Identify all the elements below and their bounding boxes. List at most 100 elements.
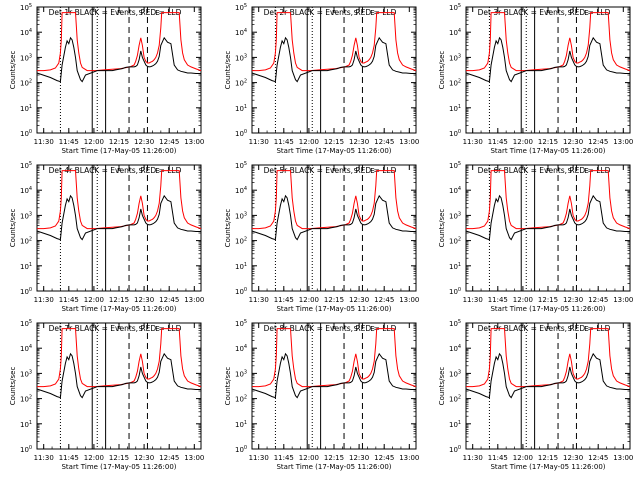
x-tick-label: 12:45 bbox=[374, 296, 394, 304]
y-tick-base: 10 bbox=[235, 370, 244, 378]
lld-series-line bbox=[252, 12, 417, 72]
y-tick-label: 105 bbox=[449, 161, 461, 170]
x-tick-label: 11:30 bbox=[463, 296, 483, 304]
y-tick-exponent: 5 bbox=[29, 161, 32, 167]
y-tick-label: 100 bbox=[449, 129, 461, 138]
y-tick-label: 104 bbox=[235, 344, 247, 353]
y-tick-exponent: 5 bbox=[244, 161, 247, 167]
y-tick-label: 101 bbox=[235, 420, 247, 429]
y-tick-label: 103 bbox=[449, 369, 461, 378]
y-tick-label: 100 bbox=[235, 445, 247, 454]
y-tick-base: 10 bbox=[449, 54, 458, 62]
events-series-line bbox=[465, 194, 630, 241]
x-axis-label: Start Time (17-May-05 11:26:00) bbox=[61, 463, 176, 471]
x-tick-label: 13:00 bbox=[184, 138, 204, 146]
events-series-line bbox=[465, 36, 630, 83]
x-tick-label: 12:45 bbox=[159, 296, 179, 304]
x-tick-label: 12:30 bbox=[134, 296, 154, 304]
annotation-letter: F bbox=[332, 9, 336, 17]
x-tick-label: 12:00 bbox=[299, 454, 319, 462]
y-tick-label: 101 bbox=[20, 104, 32, 113]
y-tick-exponent: 2 bbox=[458, 395, 461, 401]
x-tick-label: 12:00 bbox=[299, 138, 319, 146]
y-tick-exponent: 3 bbox=[29, 211, 32, 217]
y-tick-base: 10 bbox=[449, 80, 458, 88]
y-tick-label: 102 bbox=[20, 79, 32, 88]
y-axis-label: Counts/sec bbox=[9, 51, 17, 90]
y-tick-exponent: 5 bbox=[29, 3, 32, 9]
x-tick-label: 11:30 bbox=[463, 454, 483, 462]
x-tick-label: 12:15 bbox=[109, 296, 129, 304]
annotation-letter: S bbox=[568, 167, 573, 175]
x-tick-label: 11:45 bbox=[274, 296, 294, 304]
y-tick-label: 100 bbox=[20, 445, 32, 454]
x-axis-label: Start Time (17-May-05 11:26:00) bbox=[276, 147, 391, 155]
y-tick-base: 10 bbox=[449, 162, 458, 170]
annotation-letter: E bbox=[155, 325, 159, 333]
x-tick-label: 12:00 bbox=[513, 454, 533, 462]
y-tick-base: 10 bbox=[449, 4, 458, 12]
y-axis-label: Counts/sec bbox=[438, 367, 446, 406]
x-tick-label: 12:15 bbox=[538, 454, 558, 462]
y-tick-label: 103 bbox=[235, 369, 247, 378]
x-tick-label: 12:45 bbox=[588, 454, 608, 462]
events-series-line bbox=[465, 352, 630, 399]
y-tick-exponent: 2 bbox=[458, 79, 461, 85]
y-tick-base: 10 bbox=[449, 320, 458, 328]
x-tick-label: 11:30 bbox=[249, 296, 269, 304]
y-tick-label: 100 bbox=[449, 287, 461, 296]
y-tick-base: 10 bbox=[235, 396, 244, 404]
annotation-letter: E bbox=[370, 325, 374, 333]
y-tick-exponent: 1 bbox=[29, 262, 32, 268]
panel-title: Det 9r BLACK = Events, RED = LLD bbox=[478, 324, 611, 333]
annotation-letter: F bbox=[546, 167, 550, 175]
y-tick-label: 105 bbox=[20, 3, 32, 12]
y-tick-base: 10 bbox=[235, 54, 244, 62]
y-tick-exponent: 4 bbox=[458, 186, 461, 192]
y-tick-label: 100 bbox=[235, 129, 247, 138]
y-tick-label: 104 bbox=[20, 186, 32, 195]
annotation-letter: S bbox=[139, 325, 144, 333]
y-tick-exponent: 4 bbox=[29, 28, 32, 34]
x-tick-label: 12:00 bbox=[513, 138, 533, 146]
annotation-letter: F bbox=[117, 325, 121, 333]
y-tick-base: 10 bbox=[20, 29, 29, 37]
y-tick-label: 103 bbox=[235, 211, 247, 220]
annotation-letter: E bbox=[155, 167, 159, 175]
y-tick-label: 102 bbox=[449, 79, 461, 88]
y-tick-label: 103 bbox=[20, 53, 32, 62]
x-tick-label: 12:45 bbox=[374, 454, 394, 462]
y-tick-label: 105 bbox=[235, 319, 247, 328]
y-tick-exponent: 2 bbox=[244, 79, 247, 85]
x-tick-label: 11:45 bbox=[488, 296, 508, 304]
y-tick-label: 102 bbox=[235, 395, 247, 404]
annotation-letter: F bbox=[546, 9, 550, 17]
y-tick-label: 104 bbox=[449, 186, 461, 195]
lld-series-line bbox=[466, 12, 631, 72]
events-series-line bbox=[251, 194, 416, 241]
x-axis: 11:30 11:45 12:00 12:15 12:30 12:45 13:00 bbox=[463, 323, 633, 462]
x-axis-label: Start Time (17-May-05 11:26:00) bbox=[276, 463, 391, 471]
y-tick-label: 103 bbox=[20, 369, 32, 378]
y-tick-exponent: 5 bbox=[458, 319, 461, 325]
x-axis: 11:30 11:45 12:00 12:15 12:30 12:45 13:00 bbox=[463, 165, 633, 304]
events-series-line bbox=[251, 352, 416, 399]
y-tick-exponent: 5 bbox=[458, 3, 461, 9]
y-tick-base: 10 bbox=[235, 212, 244, 220]
y-tick-label: 101 bbox=[20, 420, 32, 429]
x-axis-label: Start Time (17-May-05 11:26:00) bbox=[490, 305, 605, 313]
y-tick-label: 102 bbox=[449, 237, 461, 246]
x-tick-label: 12:45 bbox=[588, 296, 608, 304]
y-tick-base: 10 bbox=[20, 421, 29, 429]
x-tick-label: 11:30 bbox=[249, 454, 269, 462]
y-tick-exponent: 3 bbox=[458, 53, 461, 59]
y-tick-base: 10 bbox=[235, 105, 244, 113]
